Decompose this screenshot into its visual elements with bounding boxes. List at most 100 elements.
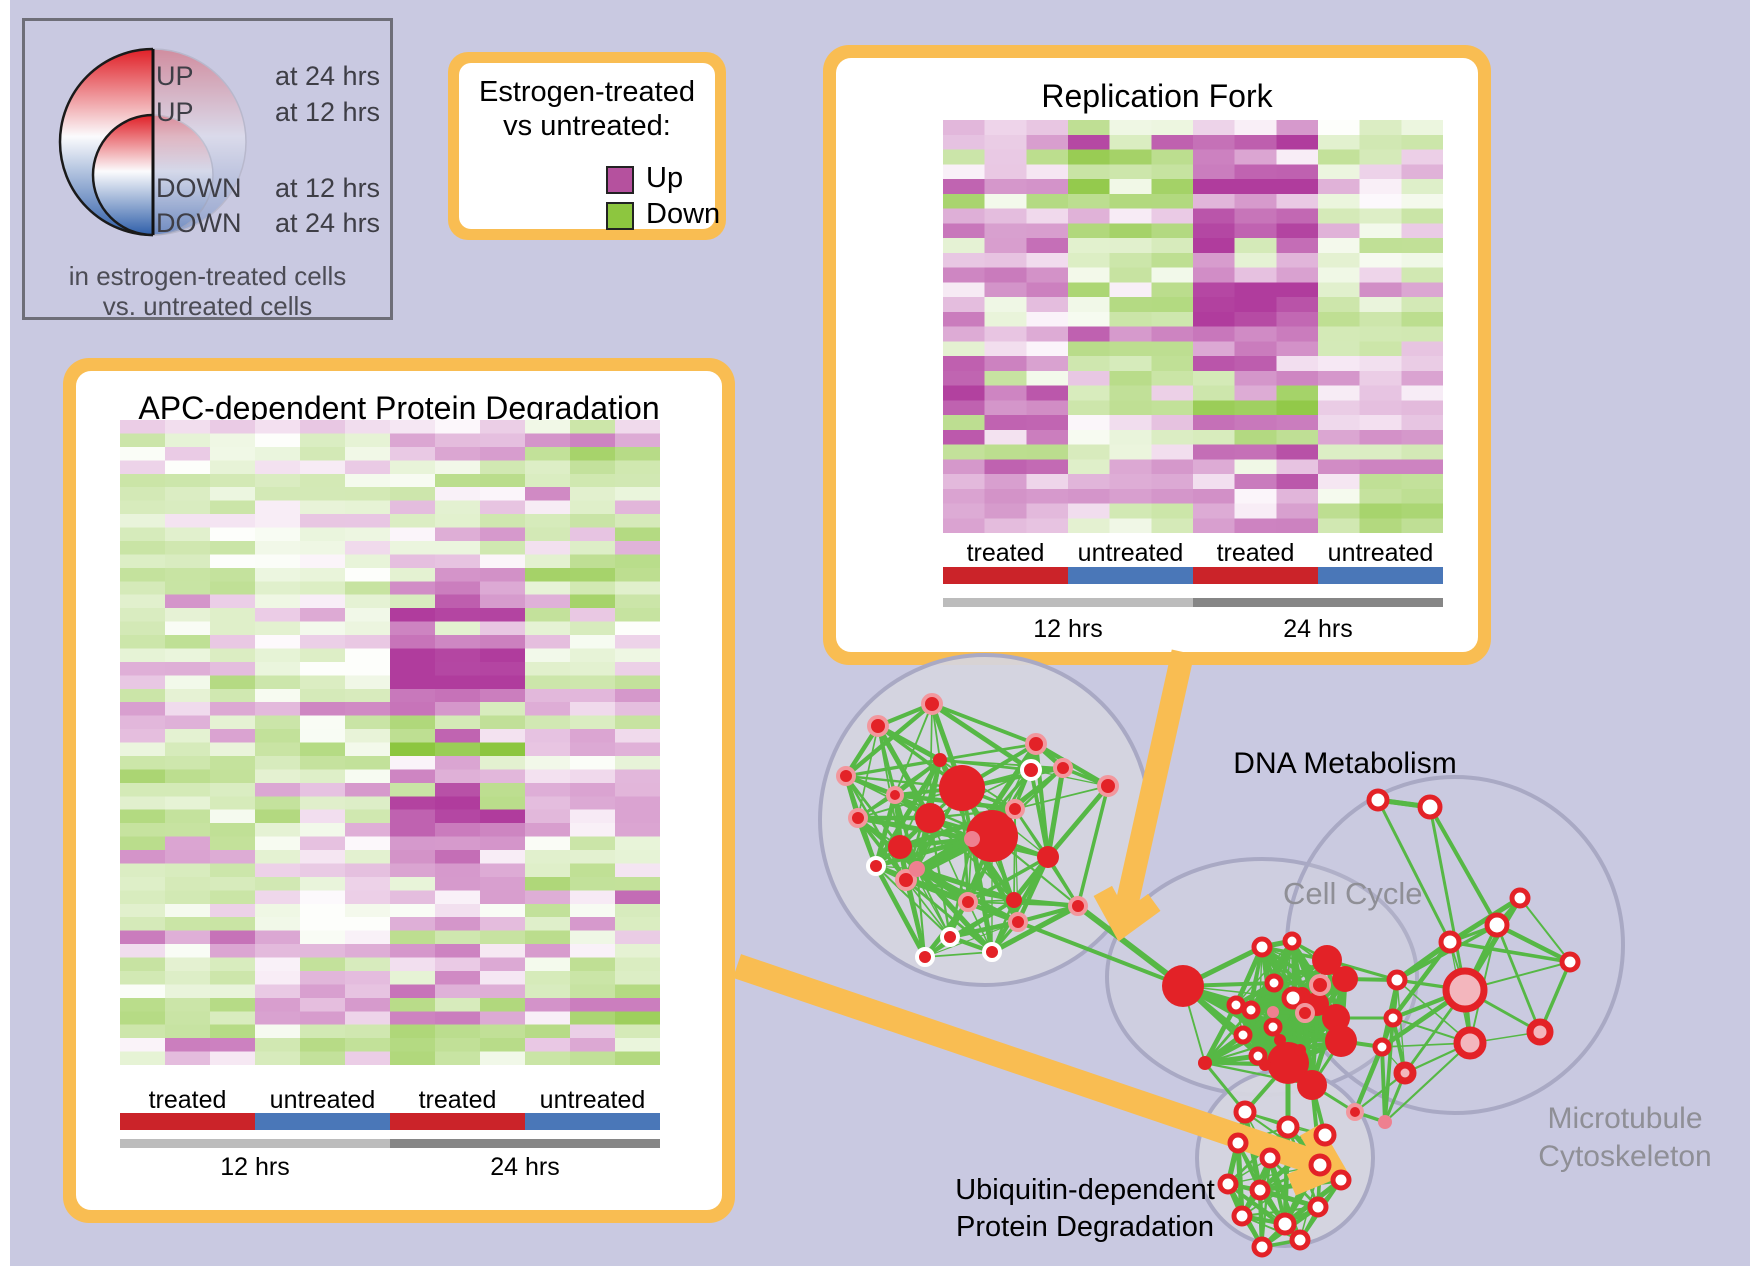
- network-node: [958, 892, 978, 912]
- heatmap-cell: [120, 782, 166, 797]
- heatmap-cell: [300, 635, 346, 649]
- heatmap-cell: [570, 581, 616, 596]
- heatmap-cell: [255, 1011, 301, 1026]
- heatmap-cell: [255, 500, 301, 515]
- heatmap-cell: [210, 567, 256, 582]
- heatmap-cell: [165, 487, 211, 502]
- heatmap-cell: [390, 1051, 436, 1065]
- heatmap-cell: [120, 1024, 166, 1039]
- heatmap-cell: [570, 460, 616, 475]
- heatmap-cell: [1109, 149, 1152, 165]
- heatmap-cell: [1234, 341, 1277, 357]
- heatmap-cell: [525, 500, 571, 515]
- heatmap-cell: [480, 715, 526, 730]
- heatmap-cell: [525, 755, 571, 770]
- heatmap-cell: [120, 1011, 166, 1026]
- heatmap-cell: [255, 635, 301, 649]
- heatmap-cell: [1359, 444, 1402, 460]
- heatmap-cell: [480, 970, 526, 985]
- heatmap-cell: [1401, 208, 1443, 224]
- heatmap-cell: [1026, 164, 1069, 180]
- heatmap-cell: [1276, 164, 1319, 180]
- network-bridge-edge: [1017, 920, 1184, 988]
- heatmap-cell: [210, 944, 256, 958]
- heatmap-cell: [390, 675, 436, 690]
- heatmap-cell: [165, 1051, 211, 1065]
- heatmap-cell: [615, 917, 660, 932]
- heatmap-cell: [165, 796, 211, 811]
- heatmap-cell: [165, 433, 211, 448]
- untreated-bar: [1068, 567, 1193, 584]
- network-node: [1198, 1056, 1212, 1070]
- heatmap-cell: [1234, 459, 1277, 475]
- heatmap-cell: [1401, 179, 1443, 195]
- heatmap-cell: [255, 850, 301, 864]
- heatmap-cell: [1318, 444, 1361, 460]
- heatmap-cell: [1026, 208, 1069, 224]
- heatmap-cell: [345, 863, 391, 878]
- network-node: [1438, 930, 1462, 954]
- heatmap-cell: [984, 341, 1027, 357]
- heatmap-cell: [300, 944, 346, 958]
- heatmap-cell: [120, 594, 166, 609]
- heatmap-cell: [435, 970, 481, 985]
- heatmap-cell: [480, 661, 526, 676]
- heatmap-cell: [615, 460, 660, 475]
- cond-label: untreated: [1327, 539, 1434, 567]
- heatmap-cell: [1109, 400, 1152, 416]
- heatmap-cell: [165, 997, 211, 1012]
- heatmap-cell: [1193, 134, 1236, 150]
- heatmap-cell: [943, 518, 986, 533]
- heatmap-cell: [435, 567, 481, 582]
- heatmap-cell: [345, 661, 391, 676]
- heatmap-cell: [435, 876, 481, 891]
- heatmap-cell: [165, 755, 211, 770]
- heatmap-cell: [480, 702, 526, 717]
- heatmap-cell: [165, 769, 211, 784]
- heatmap-cell: [300, 540, 346, 555]
- heatmap-cell: [1359, 400, 1402, 416]
- heatmap-cell: [120, 796, 166, 811]
- heatmap-cell: [1151, 415, 1194, 431]
- heatmap-cell: [943, 297, 986, 313]
- heatmap-cell: [1068, 238, 1111, 254]
- heatmap-cell: [525, 635, 571, 649]
- heatmap-cell: [1276, 267, 1319, 283]
- heatmap-cell: [570, 527, 616, 542]
- heatmap-cell: [615, 500, 660, 515]
- heatmap-cell: [943, 193, 986, 209]
- heatmap-cell: [1109, 459, 1152, 475]
- heatmap-cell: [1068, 164, 1111, 180]
- heatmap-cell: [570, 608, 616, 623]
- time-label: 12 hrs: [1033, 615, 1103, 643]
- heatmap-cell: [1359, 252, 1402, 268]
- cond-label: untreated: [539, 1086, 646, 1114]
- heatmap-cell: [210, 635, 256, 649]
- heatmap-cell: [570, 957, 616, 972]
- heatmap-cell: [984, 252, 1027, 268]
- network-bridge-edge: [1428, 806, 1499, 926]
- heatmap-cell: [1401, 400, 1443, 416]
- heatmap-cell: [615, 876, 660, 891]
- heatmap-cell: [1234, 282, 1277, 298]
- heatmap-cell: [615, 446, 660, 461]
- network-node: [1241, 1000, 1261, 1020]
- heatmap-cell: [984, 311, 1027, 327]
- flow-arrow-shaft: [1112, 649, 1195, 923]
- heatmap-cell: [1026, 415, 1069, 431]
- heatmap-cell: [615, 487, 660, 502]
- heatmap-cell: [165, 903, 211, 918]
- network-node: [1162, 965, 1204, 1007]
- heatmap-cell: [165, 688, 211, 703]
- heatmap-cell: [390, 903, 436, 918]
- heatmap-cell: [165, 1024, 211, 1039]
- heatmap-cell: [1068, 474, 1111, 490]
- network-node: [1484, 912, 1510, 938]
- heatmap-cell: [165, 661, 211, 676]
- heatmap-cell: [120, 944, 166, 958]
- network-edge: [924, 921, 1019, 958]
- microtubule-label-line2: Cytoskeleton: [1538, 1140, 1712, 1173]
- apc-panel: APC-dependent Protein Degradation treate…: [63, 358, 735, 1223]
- heatmap-cell: [255, 688, 301, 703]
- network-node: [867, 715, 889, 737]
